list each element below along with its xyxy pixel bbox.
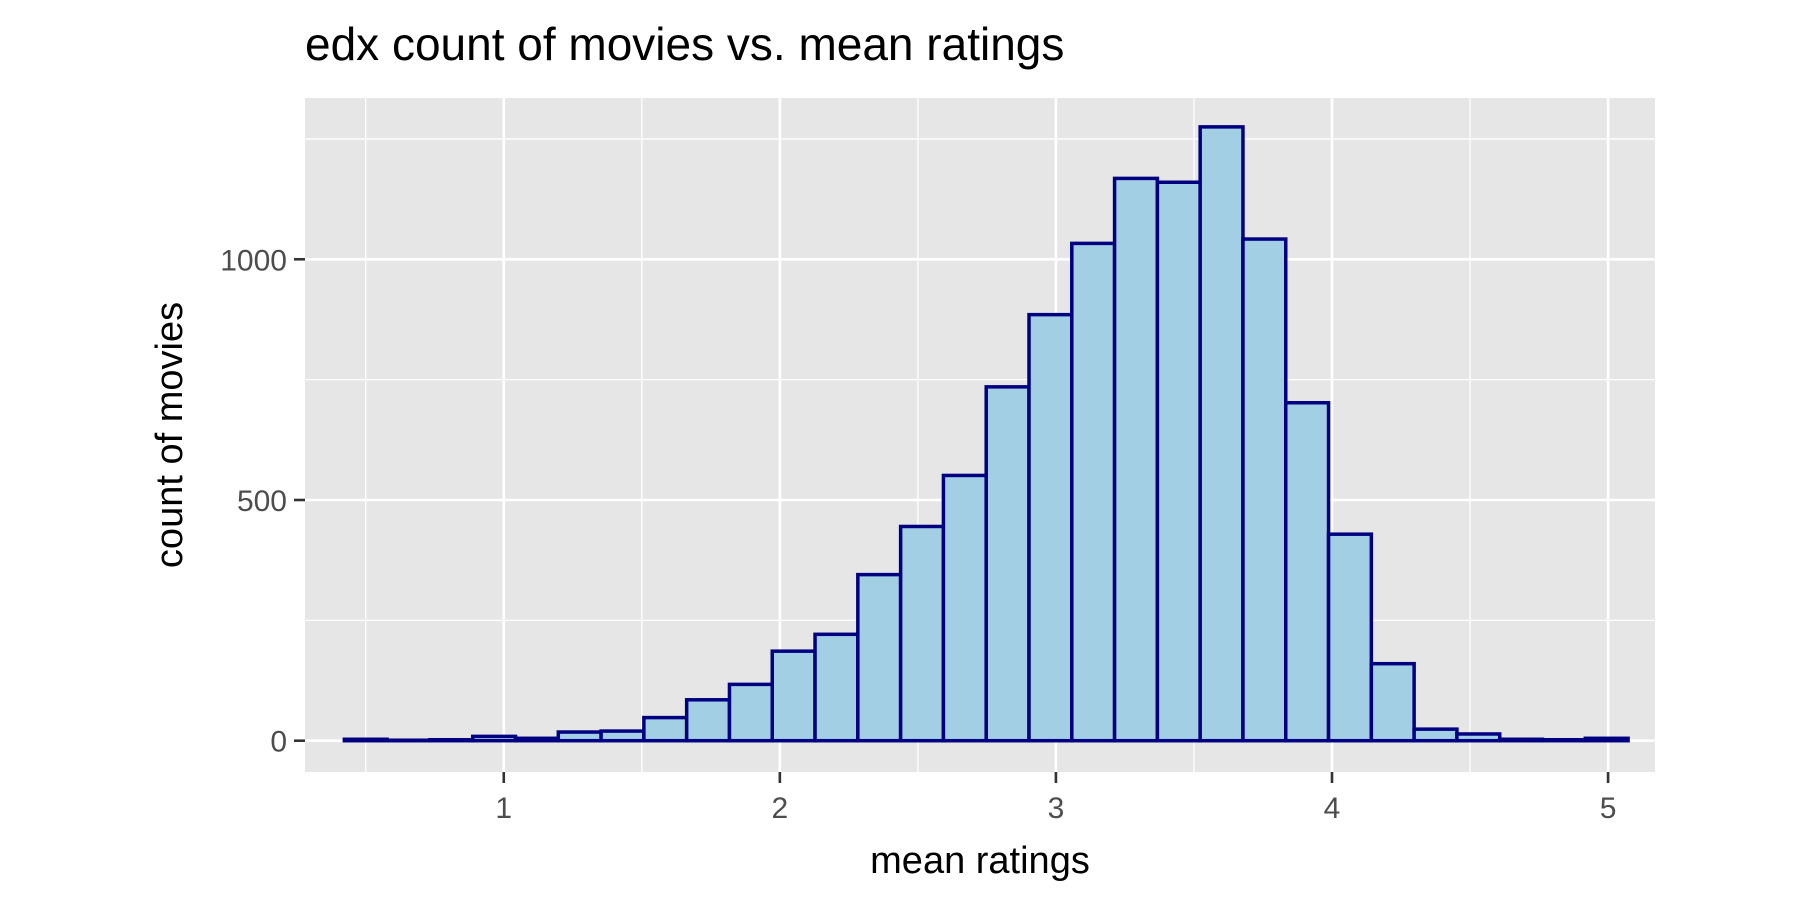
histogram-bar [1284, 400, 1331, 743]
histogram-bar [898, 524, 946, 743]
histogram-bar [1112, 176, 1160, 743]
x-tick-label: 3 [1048, 792, 1065, 825]
histogram-bar [1455, 732, 1502, 743]
histogram-bar [470, 734, 518, 743]
x-axis: 1 2 3 4 5 [495, 772, 1616, 825]
histogram-bar [1326, 532, 1374, 743]
histogram-bar [856, 572, 903, 743]
histogram-bar [813, 632, 860, 743]
histogram-bar [1369, 661, 1416, 743]
y-axis: 0 500 1000 [220, 244, 305, 759]
histogram-bar [1412, 727, 1459, 743]
histogram-bar [727, 682, 775, 743]
histogram-bar [684, 698, 732, 743]
y-tick-label: 1000 [220, 244, 287, 277]
y-tick-label: 500 [237, 485, 287, 518]
x-axis-title: mean ratings [870, 840, 1090, 882]
histogram-bar [428, 737, 475, 743]
y-tick-label: 0 [270, 726, 287, 759]
histogram-bar [1155, 180, 1202, 743]
histogram-bar [1583, 736, 1630, 743]
histogram-bar [1070, 241, 1117, 743]
y-axis-title: count of movies [149, 302, 191, 568]
histogram-bar [1241, 237, 1288, 743]
histogram-bar [770, 649, 817, 743]
histogram-bar [1540, 737, 1588, 743]
x-tick-label: 4 [1324, 792, 1341, 825]
chart-title: edx count of movies vs. mean ratings [305, 18, 1064, 70]
x-tick-label: 1 [495, 792, 512, 825]
histogram-bar [1497, 737, 1545, 743]
histogram-bar [556, 730, 603, 743]
histogram-bar [513, 736, 561, 743]
histogram-bars [342, 125, 1630, 743]
histogram-bar [941, 473, 988, 743]
histogram-bar [1198, 125, 1245, 743]
histogram-bar [642, 715, 689, 743]
histogram-bar [984, 385, 1031, 743]
histogram-bar [1027, 312, 1074, 743]
histogram-bar [342, 737, 389, 743]
x-tick-label: 5 [1600, 792, 1617, 825]
x-tick-label: 2 [772, 792, 789, 825]
histogram-bar [599, 729, 646, 743]
